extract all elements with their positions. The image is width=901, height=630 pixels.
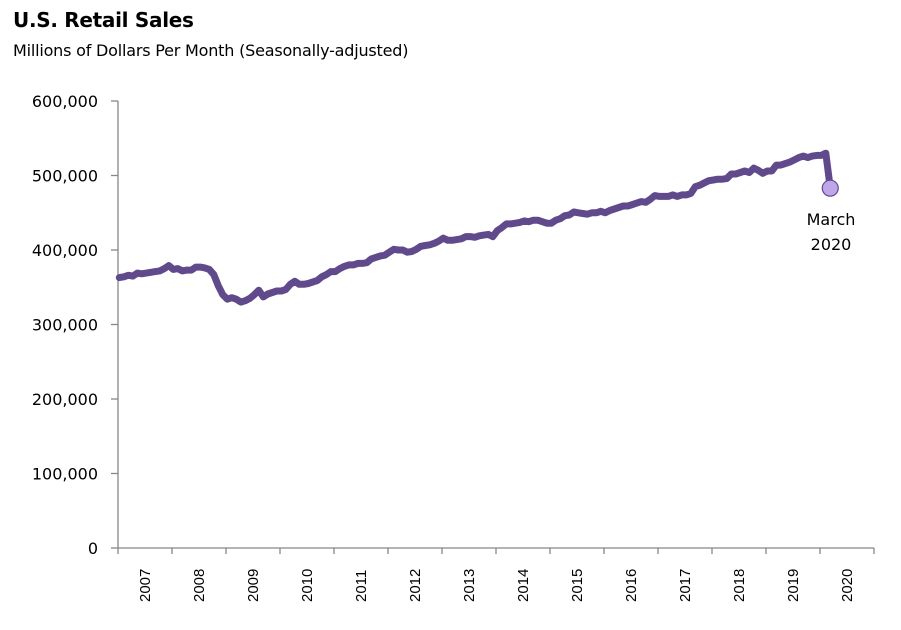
- y-tick-label: 400,000: [32, 241, 98, 260]
- y-tick-label: 0: [88, 539, 98, 558]
- y-tick-label: 500,000: [32, 167, 98, 186]
- y-tick-label: 300,000: [32, 316, 98, 335]
- y-tick-label: 200,000: [32, 390, 98, 409]
- x-tick-label: 2016: [623, 569, 640, 602]
- annotation-label-line1: March: [807, 210, 856, 229]
- x-tick-label: 2010: [299, 569, 316, 602]
- x-tick-label: 2018: [731, 569, 748, 602]
- y-axis: 0 100,000 200,000 300,000 400,000 500,000 600,…: [32, 92, 119, 558]
- annotations: March 2020: [807, 210, 856, 254]
- x-tick-label: 2009: [245, 569, 262, 602]
- plot-area: [115, 149, 839, 306]
- x-tick-label: 2013: [461, 569, 478, 602]
- x-tick-label: 2017: [677, 569, 694, 602]
- x-tick-label: 2011: [353, 570, 370, 602]
- y-tick-label: 600,000: [32, 92, 98, 111]
- annotation-label-line2: 2020: [811, 235, 852, 254]
- x-tick-label: 2012: [407, 569, 424, 602]
- x-axis: 2007 2008 2009 2010 2011 2012 2013 2014 2015 2016…: [117, 547, 875, 602]
- x-tick-label: 2008: [191, 569, 208, 602]
- highlight-marker-march-2020: [821, 179, 839, 197]
- x-tick-label: 2019: [785, 569, 802, 602]
- series-line-retail-sales: [115, 149, 834, 306]
- chart-subtitle: Millions of Dollars Per Month (Seasonall…: [13, 41, 409, 60]
- x-tick-label: 2007: [137, 569, 154, 602]
- x-tick-label: 2015: [569, 569, 586, 602]
- x-tick-label: 2020: [839, 569, 856, 602]
- chart-title: U.S. Retail Sales: [13, 8, 194, 32]
- x-tick-label: 2014: [515, 569, 532, 602]
- y-tick-label: 100,000: [32, 465, 98, 484]
